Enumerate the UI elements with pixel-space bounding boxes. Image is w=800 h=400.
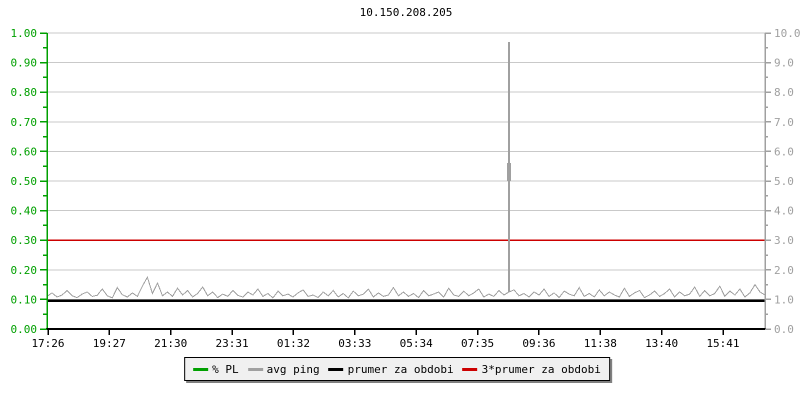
y-axis-label-left: 0.30 xyxy=(11,234,38,247)
legend-item-1: avg ping xyxy=(247,362,320,376)
y-axis-label-right: 1.0 xyxy=(774,293,794,306)
legend-swatch xyxy=(462,367,478,371)
legend-item-3: 3*prumer za obdobi xyxy=(462,362,601,376)
y-axis-label-right: 0.0 xyxy=(774,323,794,336)
x-axis-label: 01:32 xyxy=(277,337,310,350)
y-axis-label-left: 0.20 xyxy=(11,264,38,277)
legend-label: prumer za obdobi xyxy=(347,362,454,376)
x-axis-label: 15:41 xyxy=(706,337,739,350)
x-axis-label: 09:36 xyxy=(522,337,555,350)
y-axis-label-left: 1.00 xyxy=(11,27,38,40)
legend-label: avg ping xyxy=(266,362,320,376)
legend-swatch xyxy=(247,367,263,371)
x-axis-label: 23:31 xyxy=(216,337,249,350)
x-axis-label: 13:40 xyxy=(645,337,678,350)
y-axis-label-right: 4.0 xyxy=(774,205,794,218)
y-axis-label-left: 0.80 xyxy=(11,86,38,99)
legend-swatch xyxy=(193,367,209,371)
chart-title: 10.150.208.205 xyxy=(359,6,453,19)
y-axis-label-left: 0.10 xyxy=(11,293,38,306)
y-axis-label-left: 0.90 xyxy=(11,57,38,70)
x-axis-label: 19:27 xyxy=(93,337,126,350)
y-axis-label-right: 6.0 xyxy=(774,145,794,158)
y-axis-label-left: 0.00 xyxy=(11,323,38,336)
y-axis-label-right: 10.0 xyxy=(774,27,800,40)
x-axis-label: 21:30 xyxy=(154,337,187,350)
y-axis-label-left: 0.60 xyxy=(11,145,38,158)
y-axis-label-right: 3.0 xyxy=(774,234,794,247)
x-axis-label: 03:33 xyxy=(338,337,371,350)
series-avg-ping xyxy=(46,275,766,299)
y-axis-label-right: 2.0 xyxy=(774,264,794,277)
legend-item-2: prumer za obdobi xyxy=(328,362,454,376)
x-axis-label: 07:35 xyxy=(461,337,494,350)
x-axis-label: 17:26 xyxy=(31,337,64,350)
x-axis-label: 11:38 xyxy=(584,337,617,350)
y-axis-label-left: 0.70 xyxy=(11,116,38,129)
y-axis-label-right: 5.0 xyxy=(774,175,794,188)
legend-item-0: % PL xyxy=(193,363,239,376)
y-axis-label-right: 7.0 xyxy=(774,116,794,129)
y-axis-label-left: 0.40 xyxy=(11,205,38,218)
x-axis-label: 05:34 xyxy=(400,337,433,350)
legend-swatch xyxy=(328,367,344,371)
y-axis-label-right: 9.0 xyxy=(774,57,794,70)
legend-label: 3*prumer za obdobi xyxy=(481,362,601,376)
legend-label: % PL xyxy=(212,362,239,376)
y-axis-label-left: 0.50 xyxy=(11,175,38,188)
y-axis-label-right: 8.0 xyxy=(774,86,794,99)
legend: % PL avg ping prumer za obdobi 3*prumer za … xyxy=(184,357,610,381)
